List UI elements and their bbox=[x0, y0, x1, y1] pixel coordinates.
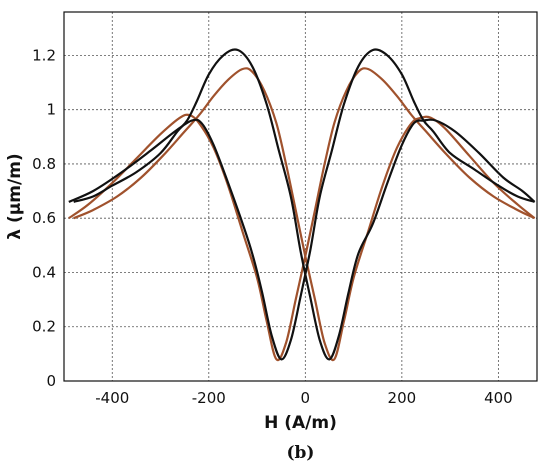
y-tick-label: 0.4 bbox=[32, 263, 56, 281]
x-tick-label: 400 bbox=[484, 389, 513, 407]
panel-label: (b) bbox=[287, 443, 315, 463]
y-tick-label: 0.2 bbox=[32, 318, 56, 336]
y-tick-label: 0.6 bbox=[32, 209, 56, 227]
x-tick-label: -400 bbox=[95, 389, 129, 407]
grid-layer bbox=[64, 12, 537, 381]
y-tick-label: 1 bbox=[46, 101, 56, 119]
y-tick-label: 0 bbox=[46, 372, 56, 390]
y-axis-label: λ (μm/m) bbox=[5, 153, 25, 239]
series-line-0 bbox=[68, 48, 535, 361]
x-tick-label: 200 bbox=[388, 389, 417, 407]
x-axis-label: H (A/m) bbox=[264, 413, 337, 433]
plot-frame bbox=[63, 11, 538, 382]
series-line-3 bbox=[73, 67, 536, 362]
x-tick-label: 0 bbox=[301, 389, 311, 407]
y-tick-label: 0.8 bbox=[32, 155, 56, 173]
series-line-1 bbox=[73, 48, 536, 361]
series-line-2 bbox=[68, 67, 536, 362]
tick-layer: -400 -200 0 200 400 0 0.2 0.4 0.6 0.8 1 1.2 bbox=[32, 46, 513, 407]
x-tick-label: -200 bbox=[192, 389, 226, 407]
series-layer bbox=[68, 48, 536, 362]
y-tick-label: 1.2 bbox=[32, 46, 56, 64]
